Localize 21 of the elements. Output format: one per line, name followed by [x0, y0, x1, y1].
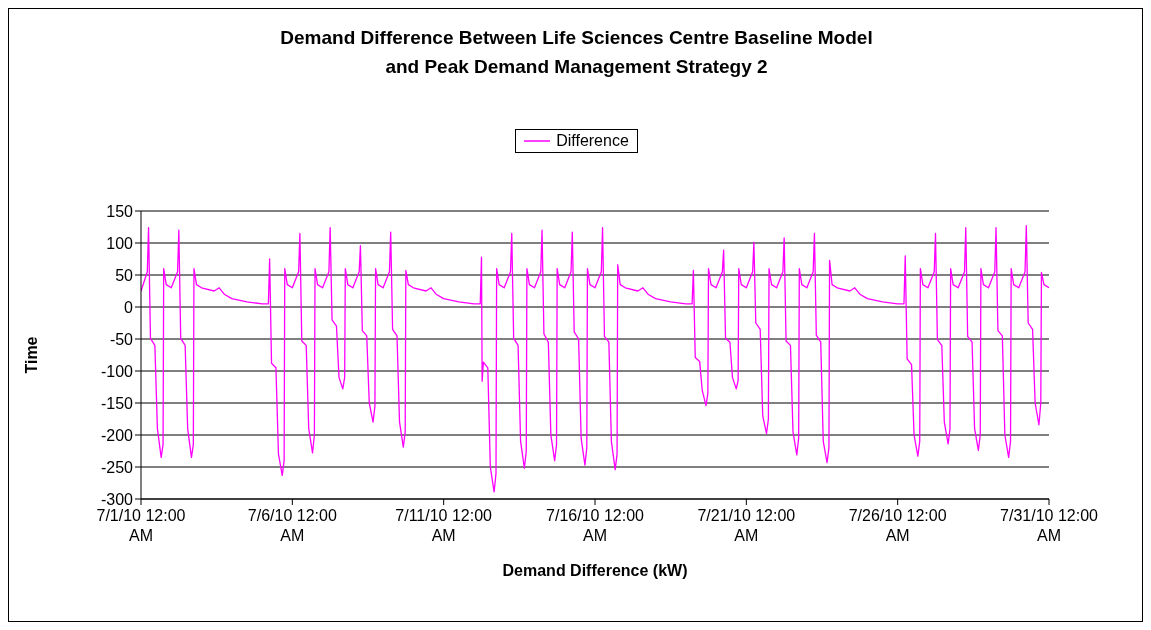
- x-tick-label: 7/1/10 12:00 AM: [96, 507, 186, 544]
- y-tick-label: 100: [106, 234, 134, 252]
- y-tick-label: 0: [124, 298, 134, 316]
- y-tick-label: -100: [100, 362, 134, 380]
- y-tick-label: -50: [109, 330, 134, 348]
- y-tick-label: -150: [100, 394, 134, 412]
- y-tick-label: -250: [100, 458, 134, 476]
- x-tick-label: 7/16/10 12:00 AM: [546, 507, 645, 544]
- legend-label: Difference: [556, 132, 629, 150]
- y-tick-label: 50: [115, 266, 134, 284]
- chart-title: Demand Difference Between Life Sciences Centre Baseline Model and Peak Demand Management Strategy 2: [279, 26, 874, 79]
- y-axis-title: Time: [22, 336, 40, 374]
- x-axis-title: Demand Difference (kW): [502, 562, 688, 580]
- y-tick-label: 150: [106, 202, 134, 220]
- y-tick-label: -300: [100, 490, 134, 508]
- x-tick-label: 7/31/10 12:00 AM: [1000, 507, 1099, 544]
- y-tick-label: -200: [100, 426, 134, 444]
- x-tick-label: 7/11/10 12:00 AM: [395, 507, 493, 544]
- x-tick-label: 7/6/10 12:00 AM: [247, 507, 337, 544]
- x-tick-label: 7/21/10 12:00 AM: [697, 507, 796, 544]
- x-tick-label: 7/26/10 12:00 AM: [848, 507, 947, 544]
